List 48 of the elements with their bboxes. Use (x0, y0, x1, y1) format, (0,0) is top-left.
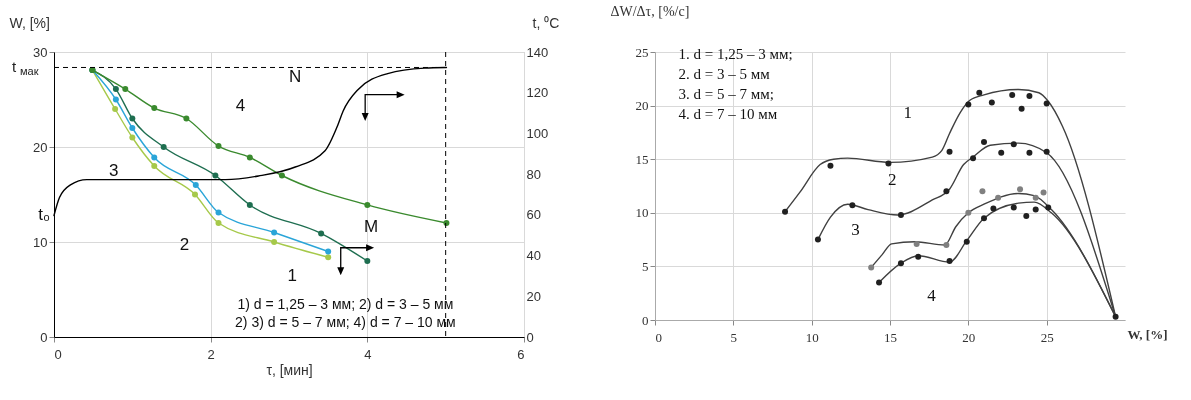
y-tick-label: 15 (635, 151, 649, 167)
annotation: 1 (287, 266, 297, 285)
x-tick-label: 20 (962, 329, 976, 345)
y2-tick-label: 20 (526, 288, 541, 304)
y-tick-label: 10 (635, 205, 649, 221)
annotation: t₀ (38, 205, 50, 225)
x-tick-label: 5 (730, 329, 738, 345)
y-tick-label: 10 (33, 234, 48, 250)
annotation: 2 (179, 234, 190, 254)
x-axis-title: τ, [мин] (266, 361, 313, 378)
annotation: 1. d = 1,25 – 3 мм; (678, 46, 793, 62)
annotation: 4 (927, 286, 937, 306)
y2-tick-label: 100 (526, 125, 549, 141)
annotation: 3. d = 5 – 7 мм; (678, 86, 774, 102)
annotation: 3 (108, 161, 119, 180)
annotation: 2. d = 3 – 5 мм (678, 66, 771, 82)
x-tick-label: 0 (655, 329, 662, 345)
annotation: 1 (903, 102, 912, 122)
x-axis-title: W, [%] (1127, 326, 1168, 342)
annotation: 1) d = 1,25 – 3 мм; 2) d = 3 – 5 мм (237, 296, 454, 312)
annotation: 2) 3) d = 5 – 7 мм; 4) d = 7 – 10 мм (235, 314, 456, 330)
y2-tick-label: 40 (526, 248, 541, 264)
annotation: N (288, 66, 302, 86)
x-tick-label: 0 (54, 346, 62, 362)
y-axis-title: W, [%] (9, 14, 50, 31)
annotation: 2 (888, 169, 897, 189)
x-tick-label: 4 (364, 346, 372, 362)
y-tick-label: 20 (635, 98, 649, 114)
x-tick-label: 6 (517, 346, 525, 362)
y2-tick-label: 140 (526, 44, 549, 60)
x-tick-label: 15 (884, 329, 897, 345)
annotation: 4 (235, 96, 246, 116)
y-axis-title: ΔW/Δτ, [%/c] (610, 3, 690, 19)
x-tick-label: 2 (207, 346, 215, 362)
annotation: 3 (851, 219, 860, 239)
annotation: 4. d = 7 – 10 мм (678, 106, 778, 122)
y-tick-label: 5 (642, 258, 649, 274)
y-tick-label: 0 (642, 312, 649, 328)
annotation: M (364, 217, 379, 237)
y2-tick-label: 80 (526, 166, 541, 182)
x-tick-label: 25 (1040, 329, 1054, 345)
y2-axis-title: t, ⁰C (532, 14, 560, 31)
y2-tick-label: 60 (526, 207, 541, 223)
y-tick-label: 20 (33, 139, 48, 155)
y2-tick-label: 120 (526, 85, 549, 101)
y-tick-label: 30 (33, 44, 48, 60)
x-tick-label: 10 (805, 329, 819, 345)
y-tick-label: 25 (635, 44, 649, 60)
